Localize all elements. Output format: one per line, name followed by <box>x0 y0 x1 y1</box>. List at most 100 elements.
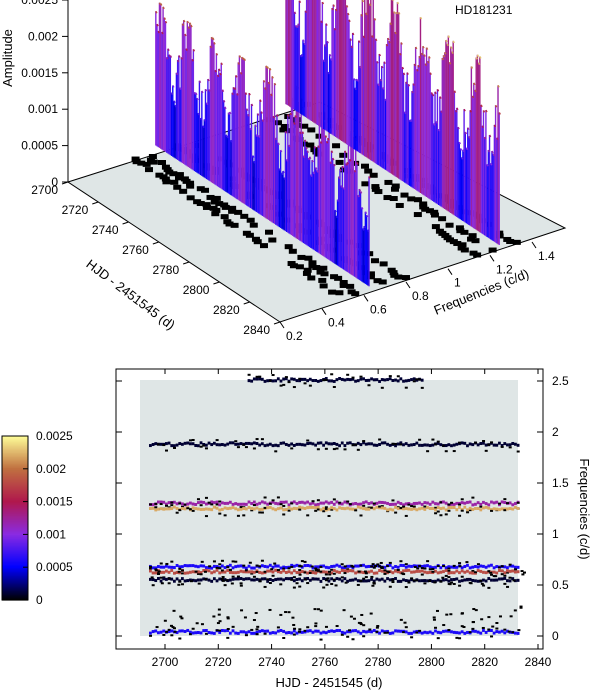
map-band-cell <box>218 577 222 581</box>
map-band-cell <box>332 441 336 445</box>
map-band-cell <box>458 631 461 635</box>
floor-streak-cell <box>149 159 158 165</box>
map-noise-cell <box>342 609 346 612</box>
map-noise-cell <box>508 446 512 449</box>
map-noise-cell <box>376 563 380 566</box>
colorbar-step <box>2 516 28 519</box>
map-band-cell <box>324 631 328 635</box>
map-band-cell <box>434 508 437 512</box>
map-band-cell <box>186 571 190 575</box>
map-band-cell <box>407 579 411 583</box>
map-band-cell <box>490 578 493 582</box>
ridge-crest <box>488 134 492 138</box>
map-band-cell <box>503 576 507 580</box>
colorbar-tick-label: 0.0005 <box>36 560 73 574</box>
map-band-cell <box>447 571 451 575</box>
map-noise-cell <box>508 563 512 566</box>
ridge-crest <box>435 121 438 124</box>
map-noise-cell <box>306 582 310 585</box>
map-noise-cell <box>370 506 374 509</box>
map-band-cell <box>508 501 512 505</box>
map-noise-cell <box>204 632 208 635</box>
map-noise-cell <box>410 636 414 639</box>
map-noise-cell <box>204 578 208 581</box>
map-band-cell <box>247 577 251 581</box>
colorbar-tick-label: 0.001 <box>36 527 66 541</box>
map-noise-cell <box>523 571 527 574</box>
map-noise-cell <box>351 444 355 447</box>
map-noise-cell <box>165 630 169 633</box>
ridge-crest <box>227 112 231 115</box>
map-band-cell <box>356 379 360 383</box>
floor-streak-cell <box>373 278 382 284</box>
floor-streak-cell <box>230 222 239 228</box>
map-noise-cell <box>472 608 476 611</box>
map-band-cell <box>223 578 227 582</box>
map-band-cell <box>343 507 347 511</box>
floor-streak-cell <box>369 172 378 178</box>
map-band-cell <box>412 443 416 447</box>
map-band-cell <box>183 571 187 575</box>
ridge-crest <box>265 65 268 69</box>
map-band-cell <box>362 507 365 511</box>
map-band-cell <box>327 501 331 505</box>
map-band-cell <box>157 631 160 635</box>
map-noise-cell <box>258 375 262 378</box>
colorbar-step <box>2 496 28 499</box>
ridge-crest <box>454 109 458 113</box>
map-band-cell <box>244 502 248 506</box>
floor-streak-cell <box>249 222 258 228</box>
map-noise-cell <box>481 626 485 629</box>
map-band-cell <box>348 378 352 382</box>
map-band-cell <box>367 378 371 382</box>
map-band-cell <box>359 570 363 574</box>
map-band-cell <box>271 444 275 448</box>
ridge-crest <box>476 54 480 58</box>
ridge-crest <box>365 12 368 16</box>
floor-streak-cell <box>175 175 184 181</box>
colorbar-step <box>2 437 28 440</box>
map-band-cell <box>274 379 278 383</box>
ridge-crest <box>161 31 164 35</box>
map-band-cell <box>231 577 235 581</box>
map-band-cell <box>322 570 325 574</box>
map-band-cell <box>157 507 160 511</box>
colorbar-step <box>2 492 28 494</box>
floor-streak-cell <box>206 194 215 200</box>
ridge-crest <box>453 90 457 94</box>
map-noise-cell <box>276 496 280 499</box>
map-noise-cell <box>380 505 384 508</box>
map-noise-cell <box>343 572 347 575</box>
map-noise-cell <box>444 450 448 453</box>
map-noise-cell <box>322 510 326 513</box>
map-band-cell <box>295 577 299 581</box>
map-noise-cell <box>500 445 504 448</box>
map-noise-cell <box>255 570 259 573</box>
map-band-cell <box>258 507 262 511</box>
map-noise-cell <box>327 515 331 518</box>
map-noise-cell <box>498 502 502 505</box>
ridge-crest <box>163 17 167 20</box>
map-noise-cell <box>282 504 286 507</box>
map-noise-cell <box>217 608 221 611</box>
hjd-3d-tick-label: 2800 <box>183 283 210 297</box>
floor-streak-cell <box>460 247 469 253</box>
map-band-cell <box>351 502 355 506</box>
map-band-cell <box>426 443 429 447</box>
ridge-crest <box>414 46 418 50</box>
ridge-crest <box>288 144 291 148</box>
map-band-cell <box>228 563 232 567</box>
map-band-cell <box>290 442 294 446</box>
floor-streak-cell <box>245 232 254 238</box>
map-noise-cell <box>247 373 251 376</box>
map-noise-cell <box>458 562 462 565</box>
ridge-crest <box>187 26 191 29</box>
map-band-cell <box>194 507 198 511</box>
map-band-cell <box>167 565 171 569</box>
map-noise-cell <box>191 627 195 630</box>
map-band-cell <box>242 630 246 634</box>
map-band-cell <box>468 506 472 510</box>
ridge-crest <box>340 185 343 188</box>
map-band-cell <box>474 571 477 575</box>
floor-streak-cell <box>148 154 157 160</box>
